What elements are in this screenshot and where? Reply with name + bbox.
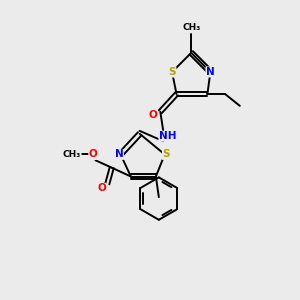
Text: O: O (89, 149, 98, 159)
Text: O: O (97, 183, 106, 193)
Text: NH: NH (159, 131, 176, 141)
Text: CH₃: CH₃ (182, 23, 200, 32)
Text: S: S (162, 149, 170, 159)
Text: N: N (115, 149, 124, 159)
Text: O: O (148, 110, 157, 120)
Text: N: N (206, 67, 215, 77)
Text: CH₃: CH₃ (63, 150, 81, 159)
Text: S: S (168, 67, 176, 77)
